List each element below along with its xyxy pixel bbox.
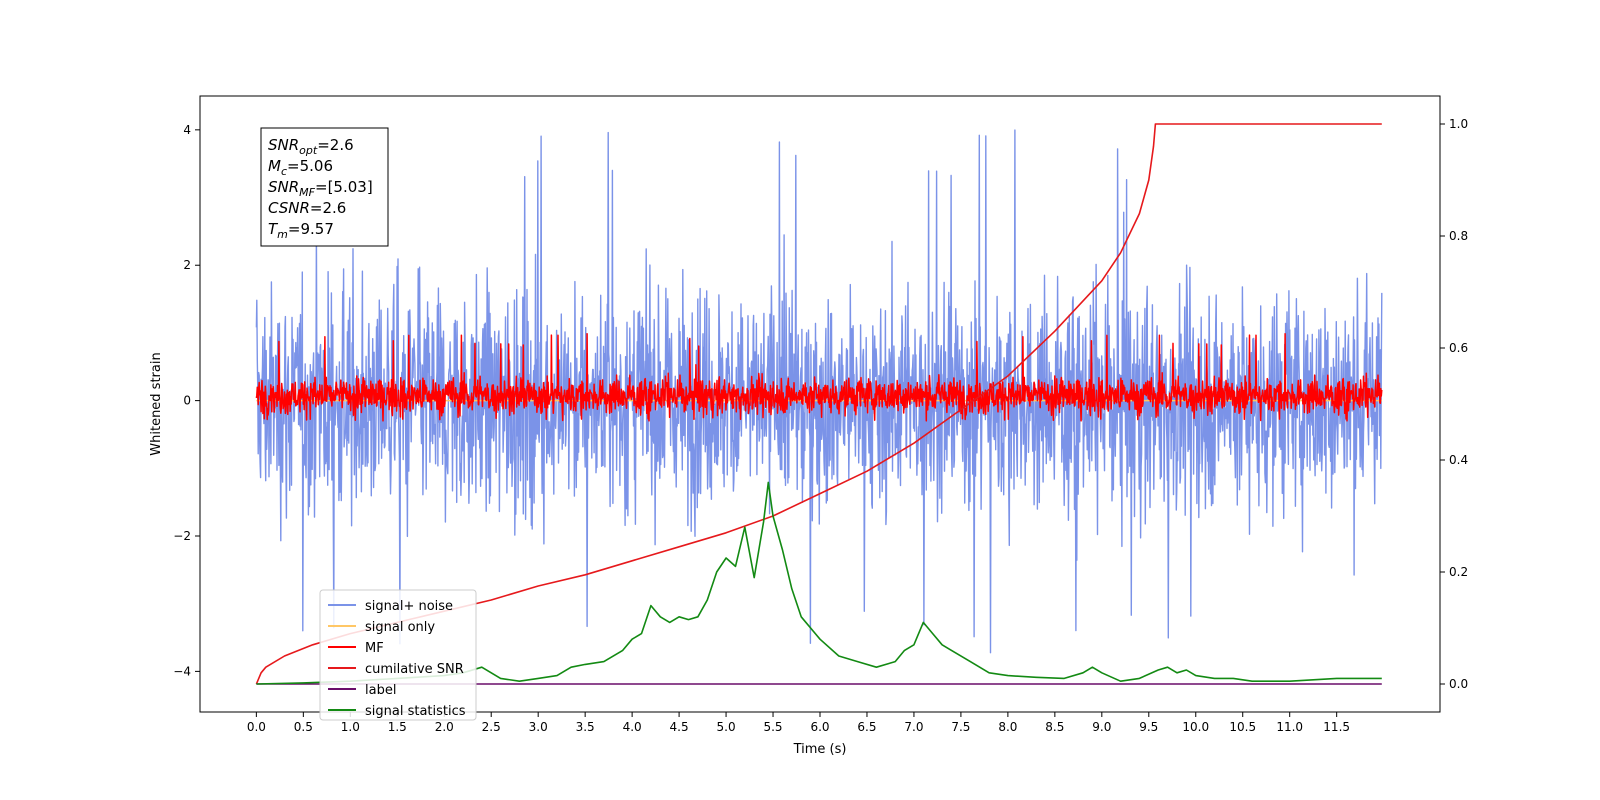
y-right-tick-label: 0.6 — [1449, 341, 1468, 355]
annotation-line: Mc=5.06 — [268, 157, 333, 178]
y-right-tick-label: 1.0 — [1449, 117, 1468, 131]
x-tick-label: 10.5 — [1229, 720, 1256, 734]
x-tick-label: 2.5 — [482, 720, 501, 734]
legend-entry-label: MF — [365, 641, 384, 656]
y-left-tick-label: 2 — [183, 258, 191, 272]
x-tick-label: 1.5 — [388, 720, 407, 734]
y-right-tick-label: 0.0 — [1449, 677, 1468, 691]
y-left-tick-label: −2 — [173, 529, 191, 543]
x-tick-label: 6.0 — [810, 720, 829, 734]
x-tick-label: 5.5 — [763, 720, 782, 734]
x-tick-label: 11.0 — [1276, 720, 1303, 734]
annotation-line: SNRopt=2.6 — [268, 136, 354, 157]
annotation-line: Tm=9.57 — [268, 220, 334, 241]
y-axis-label: Whitened strain — [149, 352, 164, 455]
x-axis-label: Time (s) — [793, 742, 847, 757]
x-tick-label: 3.5 — [576, 720, 595, 734]
y-left-tick-label: −4 — [173, 664, 191, 678]
x-tick-label: 8.5 — [1045, 720, 1064, 734]
legend-entry-label: cumilative SNR — [365, 662, 464, 677]
legend-entry-label: signal only — [365, 620, 435, 635]
x-tick-label: 7.0 — [904, 720, 923, 734]
annotation-line: CSNR=2.6 — [268, 199, 346, 217]
annotation-frame — [260, 127, 389, 247]
x-tick-label: 5.0 — [717, 720, 736, 734]
x-tick-label: 3.0 — [529, 720, 548, 734]
x-tick-label: 1.0 — [341, 720, 360, 734]
x-tick-label: 4.0 — [623, 720, 642, 734]
y-right-tick-label: 0.2 — [1449, 565, 1468, 579]
annotation-line: SNRMF=[5.03] — [268, 178, 373, 199]
signal-statistics-line — [256, 481, 1382, 685]
y-left-tick-label: 4 — [183, 123, 191, 137]
x-tick-label: 9.0 — [1092, 720, 1111, 734]
signal-noise-line — [255, 129, 1383, 654]
x-tick-label: 7.5 — [951, 720, 970, 734]
y-right-tick-label: 0.8 — [1449, 229, 1468, 243]
x-tick-label: 11.5 — [1323, 720, 1350, 734]
x-tick-label: 4.5 — [670, 720, 689, 734]
legend-entry-label: label — [365, 683, 396, 698]
mf-line — [255, 333, 1383, 422]
ticks-layer: 0.0 0.5 1.0 1.5 2.0 2.5 3.0 3.5 4.0 4.5 5.0 5.5 6.0 6… — [173, 117, 1468, 734]
x-tick-label: 10.0 — [1182, 720, 1209, 734]
x-tick-label: 2.0 — [435, 720, 454, 734]
x-tick-label: 6.5 — [857, 720, 876, 734]
y-right-tick-label: 0.4 — [1449, 453, 1468, 467]
legend-entry-label: signal statistics — [365, 704, 466, 719]
legend: signal+ noise signal only MF cumilative SNR… — [319, 589, 477, 721]
x-tick-label: 8.0 — [998, 720, 1017, 734]
legend-frame — [319, 589, 477, 721]
legend-entry-label: signal+ noise — [365, 599, 453, 614]
y-left-tick-label: 0 — [183, 394, 191, 408]
x-tick-label: 0.5 — [294, 720, 313, 734]
x-tick-label: 0.0 — [247, 720, 266, 734]
x-tick-label: 9.5 — [1139, 720, 1158, 734]
